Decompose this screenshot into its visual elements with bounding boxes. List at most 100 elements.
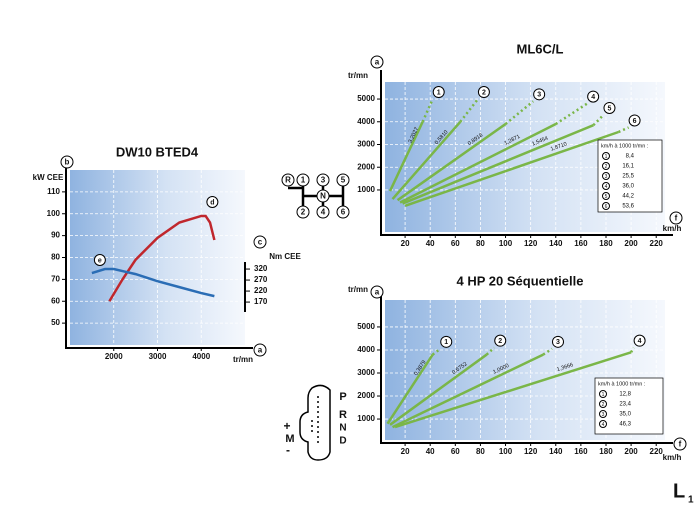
x-tick-label: 20 <box>401 239 410 248</box>
gate-letter: M <box>285 433 294 445</box>
x-axis-title: km/h <box>663 453 682 462</box>
x-tick-label: 40 <box>426 447 435 456</box>
axis-marker-letter: f <box>675 214 678 223</box>
y-axis-title: tr/mn <box>348 285 368 294</box>
series-marker <box>494 334 507 347</box>
table-gear: 4 <box>605 184 608 190</box>
gear-circle <box>336 205 350 219</box>
series-name: d <box>210 199 214 206</box>
x-tick-label: 80 <box>476 239 485 248</box>
series-line <box>399 122 557 204</box>
table-circle <box>599 410 607 418</box>
x-tick-label: 60 <box>451 447 460 456</box>
x-tick-label: 180 <box>599 447 613 456</box>
series-line <box>386 353 434 425</box>
table-circle <box>602 182 610 190</box>
axis-marker <box>673 437 687 451</box>
gear-letter: 6 <box>341 208 346 217</box>
series-marker <box>93 254 106 267</box>
table-title: km/h à 1000 tr/mn : <box>598 381 646 387</box>
ratio-label: 1,5454 <box>531 136 549 148</box>
y-tick-label: 5000 <box>357 322 375 331</box>
x-tick-label: 220 <box>650 447 664 456</box>
series-tail <box>431 347 442 356</box>
y-axis-title: kW CEE <box>33 173 64 182</box>
series-tail <box>630 347 635 353</box>
page-sub: 1 <box>688 495 694 506</box>
gate-letter: D <box>339 436 346 447</box>
series-name: 4 <box>638 338 642 345</box>
x-tick-label: 80 <box>476 447 485 456</box>
x-tick-label: 140 <box>549 447 563 456</box>
x-tick-label: 40 <box>426 239 435 248</box>
series-marker <box>477 86 490 99</box>
x-tick-label: 60 <box>451 239 460 248</box>
gate-letter: R <box>339 409 347 421</box>
x-axis-title: km/h <box>663 224 682 233</box>
series-name: 3 <box>537 92 541 99</box>
table-speed: 44,2 <box>622 194 634 200</box>
y-tick-label: 70 <box>51 274 60 283</box>
series-name: 3 <box>556 339 560 346</box>
y-tick-label: 2000 <box>357 162 375 171</box>
series-marker <box>628 114 641 127</box>
series-line <box>388 121 424 192</box>
series-name: 2 <box>498 338 502 345</box>
x-tick-label: 140 <box>549 239 563 248</box>
series-marker <box>440 335 453 348</box>
x-tick-label: 160 <box>574 239 588 248</box>
axis-marker <box>253 235 267 249</box>
series-name: 1 <box>437 89 441 96</box>
series-marker <box>587 90 600 103</box>
series-name: 1 <box>444 339 448 346</box>
table-gear: 4 <box>602 422 605 428</box>
chart-title: DW10 BTED4 <box>116 144 199 159</box>
table-gear: 2 <box>605 164 608 170</box>
axis-marker-letter: a <box>258 346 263 355</box>
table-circle <box>602 192 610 200</box>
y-tick-label: 110 <box>47 187 60 196</box>
ratio-label: 1,8710 <box>550 142 568 153</box>
series-marker <box>432 86 445 99</box>
y-axis-title: tr/mn <box>348 71 368 80</box>
x-tick-label: 200 <box>624 239 638 248</box>
table-speed: 46,3 <box>619 422 631 428</box>
y-tick-label: 50 <box>51 318 60 327</box>
gear-letter: 2 <box>301 208 306 217</box>
x-tick-label: 4000 <box>192 352 210 361</box>
series-marker <box>551 335 564 348</box>
y-tick-label: 4000 <box>357 345 375 354</box>
series-tail <box>555 102 588 126</box>
x-tick-label: 120 <box>524 239 538 248</box>
y-tick-label: 1000 <box>357 185 375 194</box>
gear-circle <box>336 173 350 187</box>
gate-letter: N <box>339 423 346 434</box>
table-speed: 8,4 <box>626 154 635 160</box>
gear-letter: 5 <box>341 176 346 185</box>
y-tick-label: 100 <box>47 209 61 218</box>
x-tick-label: 120 <box>524 447 538 456</box>
axis-marker-letter: b <box>65 158 70 167</box>
series-line <box>394 351 632 429</box>
y-tick-label: 3000 <box>357 368 375 377</box>
axis-marker <box>253 343 267 357</box>
gear-letter: 4 <box>321 208 326 217</box>
gear-circle <box>316 205 330 219</box>
table-circle <box>602 162 610 170</box>
gate-letter: - <box>286 443 290 457</box>
x-axis-title: tr/mn <box>233 355 253 364</box>
gear-circle <box>316 173 330 187</box>
shift-pattern <box>288 180 345 212</box>
gear-circle <box>296 173 310 187</box>
table-gear: 5 <box>605 194 608 200</box>
table-gear: 3 <box>602 412 605 418</box>
series-marker <box>603 101 616 114</box>
gear-letter: 3 <box>321 176 326 185</box>
table-gear: 1 <box>605 154 608 160</box>
x-tick-label: 2000 <box>105 352 123 361</box>
gear-circle <box>296 205 310 219</box>
axis-marker <box>669 211 683 225</box>
series-line <box>389 353 488 426</box>
table-circle <box>599 420 607 428</box>
series-name: 6 <box>633 118 637 125</box>
